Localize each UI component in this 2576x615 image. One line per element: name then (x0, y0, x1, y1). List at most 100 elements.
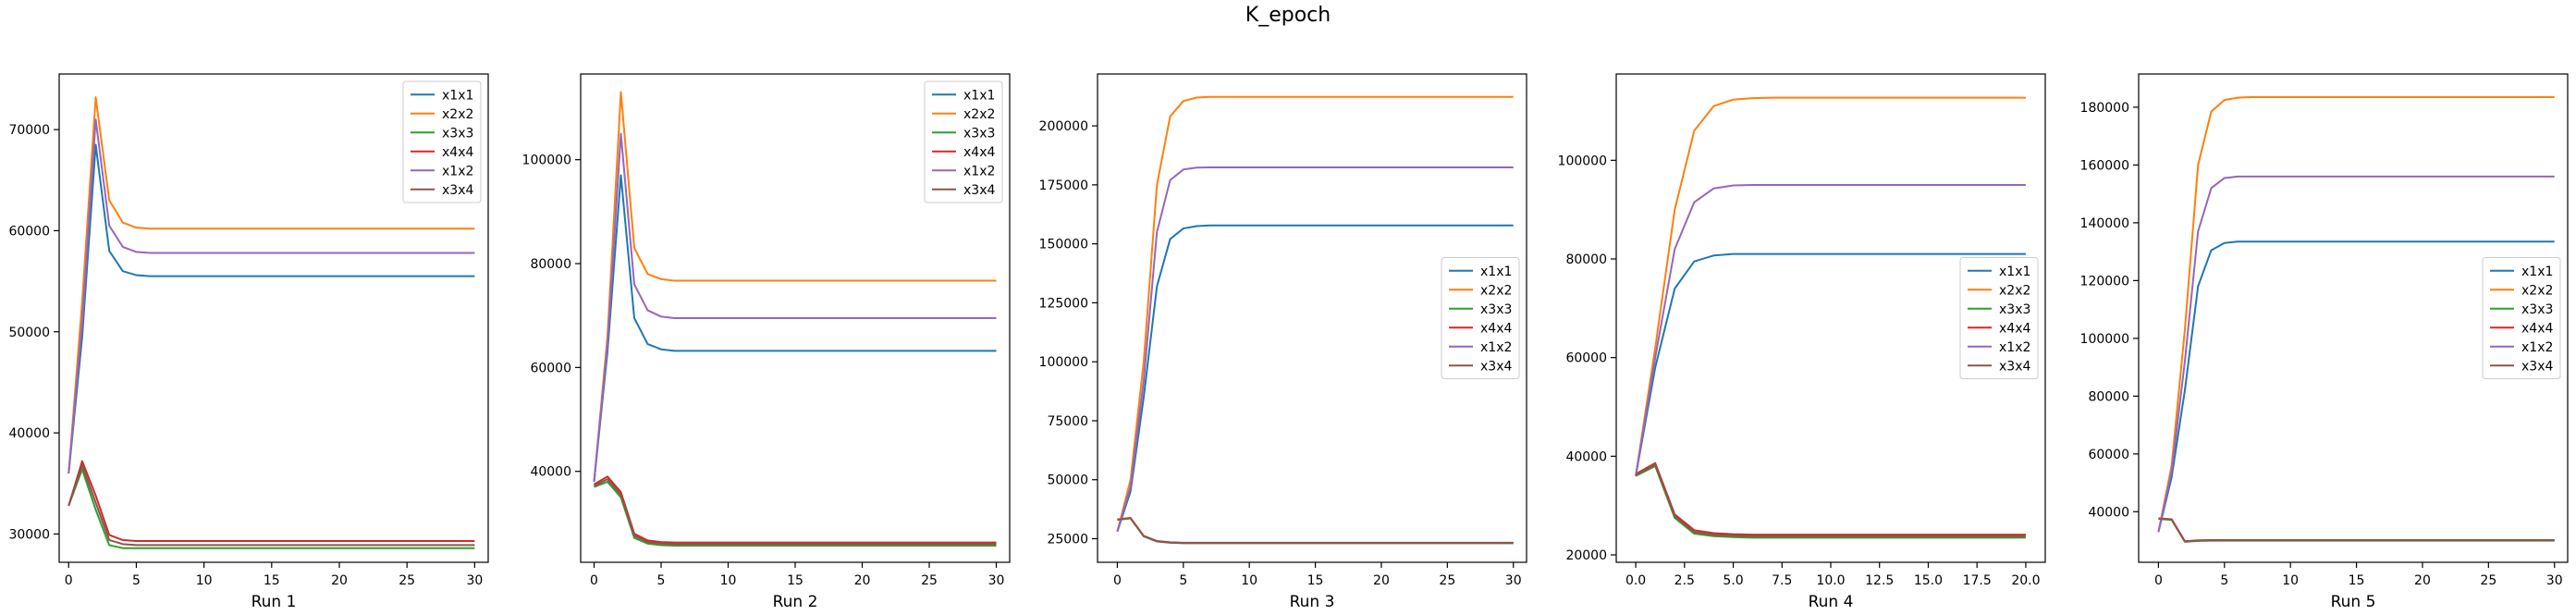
y-tick-label: 80000 (530, 257, 571, 272)
legend: x1x1 x2x2 x3x3 x4x4 x1x2 x3x4 (2482, 257, 2561, 379)
x-tick-label: 12.5 (1865, 573, 1894, 588)
legend: x1x1 x2x2 x3x3 x4x4 x1x2 x3x4 (402, 80, 482, 203)
y-tick-label: 100000 (1558, 154, 1607, 168)
y-tick-label: 60000 (8, 224, 50, 239)
y-tick-label: 200000 (1039, 119, 1088, 134)
series-group (67, 96, 475, 549)
legend-label-x4x4: x4x4 (963, 145, 995, 160)
axes-frame (2138, 73, 2569, 563)
series-group (593, 91, 997, 547)
series-line-x2x2 (1635, 96, 2026, 476)
legend-label-x1x2: x1x2 (963, 164, 995, 178)
x-tick-label: 0 (590, 573, 598, 588)
y-tick-label: 40000 (1565, 449, 1607, 464)
legend-label-x1x2: x1x2 (442, 164, 473, 178)
legend-label-x4x4: x4x4 (1999, 321, 2030, 336)
legend-box (1441, 257, 1520, 379)
legend-label-x2x2: x2x2 (1480, 283, 1512, 298)
x-tick-label: 17.5 (1963, 573, 1992, 588)
y-tick-label: 70000 (8, 123, 50, 138)
x-axis-label: Run 3 (1290, 593, 1335, 611)
x-tick-label: 7.5 (1772, 573, 1792, 588)
x-tick-label: 15 (787, 573, 803, 588)
legend-label-x3x4: x3x4 (963, 183, 995, 198)
x-tick-label: 15.0 (1914, 573, 1943, 588)
y-tick-label: 125000 (1039, 296, 1088, 311)
series-line-x1x1 (593, 174, 997, 483)
y-tick-label: 20000 (1565, 548, 1607, 563)
x-tick-label: 0 (1113, 573, 1122, 588)
series-line-x1x1 (67, 143, 475, 474)
x-tick-label: 2.5 (1674, 573, 1695, 588)
x-axis-label: Run 1 (251, 593, 297, 611)
subplot-1: 0 5 10 15 20 25 30 30000 40000 50000 60000 70000 Run… (8, 73, 489, 611)
x-tick-label: 0 (65, 573, 73, 588)
series-line-x4x4 (1635, 461, 2026, 536)
series-line-x3x3 (2158, 518, 2555, 543)
legend-label-x4x4: x4x4 (1480, 321, 1512, 336)
series-line-x1x2 (1635, 184, 2026, 476)
series-line-x3x4 (1117, 517, 1514, 545)
x-tick-label: 5 (657, 573, 666, 588)
legend-label-x3x3: x3x3 (1480, 302, 1512, 317)
y-tick-label: 40000 (8, 426, 50, 441)
subplot-5: 0 5 10 15 20 25 30 40000 60000 80000 100000 120000 1… (2080, 73, 2569, 611)
series-group (1116, 95, 1514, 545)
x-tick-label: 30 (988, 573, 1005, 588)
series-line-x4x4 (2158, 517, 2555, 543)
series-line-x1x2 (1116, 166, 1514, 533)
series-line-x1x2 (593, 132, 997, 483)
series-line-x4x4 (67, 460, 475, 543)
legend-box (2482, 257, 2561, 379)
series-line-x1x1 (1116, 224, 1514, 533)
y-tick-label: 80000 (2088, 389, 2129, 404)
series-line-x1x1 (2157, 240, 2555, 533)
legend-label-x3x3: x3x3 (442, 126, 473, 141)
x-tick-label: 0.0 (1625, 573, 1646, 588)
series-line-x3x3 (67, 468, 475, 549)
x-tick-label: 10 (2282, 573, 2299, 588)
legend-label-x1x1: x1x1 (963, 88, 995, 103)
legend-label-x3x4: x3x4 (442, 183, 473, 198)
x-tick-label: 10 (196, 573, 213, 588)
legend-label-x1x2: x1x2 (2521, 340, 2553, 355)
legend-label-x3x3: x3x3 (963, 126, 995, 141)
x-tick-label: 10 (1241, 573, 1257, 588)
x-tick-label: 15 (1307, 573, 1324, 588)
legend-label-x4x4: x4x4 (442, 145, 473, 160)
x-tick-label: 20 (1373, 573, 1390, 588)
legend-label-x2x2: x2x2 (442, 107, 473, 122)
x-tick-label: 20 (854, 573, 871, 588)
series-line-x3x3 (594, 480, 997, 547)
series-line-x3x4 (594, 478, 997, 546)
series-line-x3x4 (1635, 463, 2026, 537)
legend-box (402, 80, 482, 203)
y-tick-label: 60000 (2088, 448, 2129, 462)
x-tick-label: 5 (132, 573, 141, 588)
legend-label-x3x3: x3x3 (2521, 302, 2553, 317)
series-line-x2x2 (2157, 95, 2555, 533)
legend-label-x3x4: x3x4 (1999, 359, 2030, 374)
x-tick-label: 25 (921, 573, 938, 588)
x-axis-label: Run 2 (773, 593, 818, 611)
y-tick-label: 60000 (530, 361, 571, 375)
y-tick-label: 150000 (1039, 238, 1088, 252)
series-group (2157, 95, 2555, 543)
legend: x1x1 x2x2 x3x3 x4x4 x1x2 x3x4 (1441, 257, 1520, 379)
x-tick-label: 15 (2349, 573, 2365, 588)
x-tick-label: 25 (1439, 573, 1455, 588)
legend-label-x3x3: x3x3 (1999, 302, 2030, 317)
legend-label-x1x1: x1x1 (1480, 264, 1512, 279)
y-tick-label: 175000 (1039, 178, 1088, 193)
series-line-x3x3 (1117, 517, 1514, 545)
legend-label-x3x4: x3x4 (2521, 359, 2553, 374)
x-tick-label: 0 (2154, 573, 2163, 588)
subplot-3: 0 5 10 15 20 25 30 25000 50000 75000 100000 125000 1… (1039, 73, 1527, 611)
series-line-x1x2 (2157, 175, 2555, 533)
subplot-4: 0.0 2.5 5.0 7.5 10.0 12.5 15.0 17.5 20.0 20000 400… (1558, 73, 2046, 611)
legend-label-x2x2: x2x2 (963, 107, 995, 122)
y-tick-label: 30000 (8, 527, 50, 542)
legend-box (1959, 257, 2039, 379)
y-tick-label: 180000 (2080, 101, 2129, 116)
